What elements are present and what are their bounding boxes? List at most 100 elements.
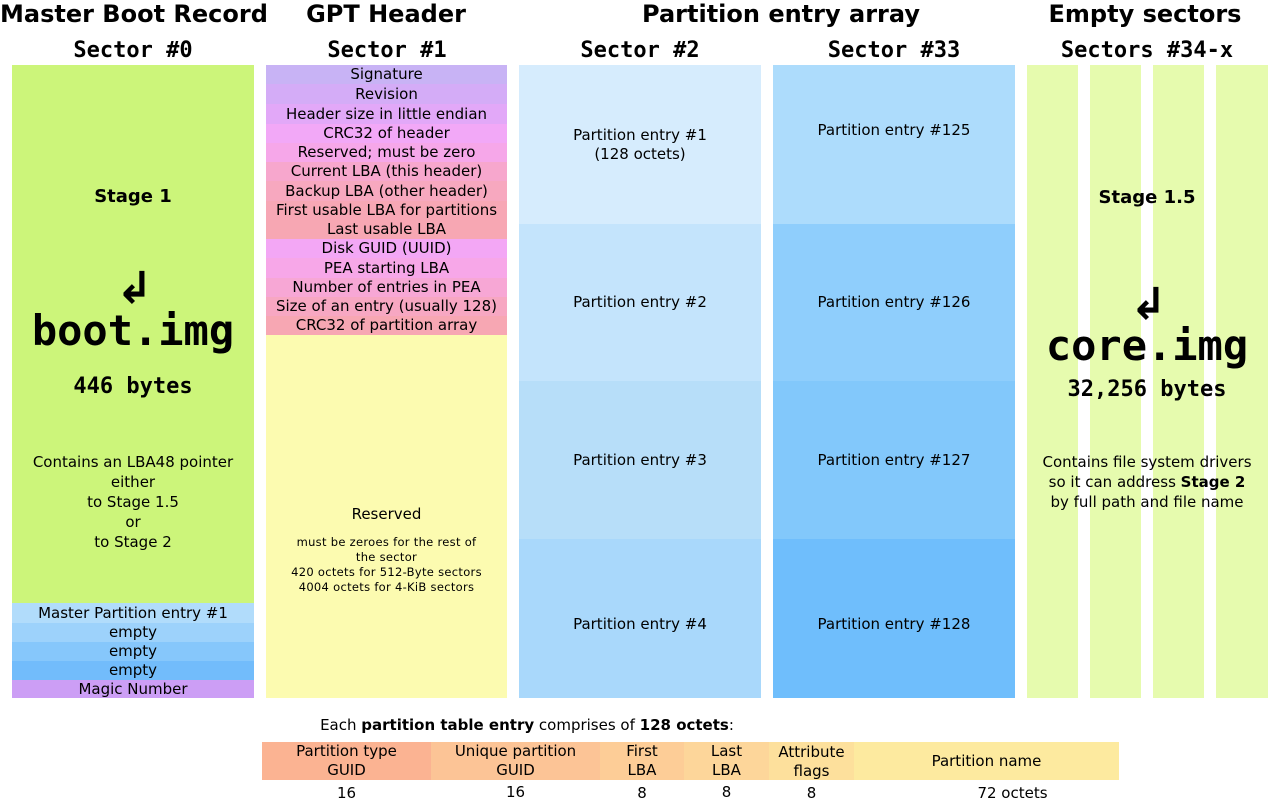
field-size-first-lba: 8 — [637, 784, 647, 802]
mbr-desc-line: to Stage 2 — [94, 533, 172, 551]
core-desc-line: Contains file system drivers — [1042, 453, 1252, 471]
curved-arrow-icon: ↲ — [1130, 279, 1167, 330]
partition-entry-1-size: (128 octets) — [594, 144, 686, 163]
partition-entry-2: Partition entry #2 — [519, 224, 761, 381]
gpt-field-row: Current LBA (this header) — [266, 162, 507, 181]
gpt-reserved-title: Reserved — [351, 505, 422, 523]
header-partition-entry-array: Partition entry array — [642, 0, 920, 28]
field-label: Attribute — [778, 743, 845, 761]
header-gpt-header: GPT Header — [306, 0, 466, 28]
mbr-partition-entry-4: empty — [12, 661, 254, 680]
field-partition-type-guid: Partition type GUID — [262, 742, 431, 780]
gpt-reserved-notes: must be zeroes for the rest of the secto… — [266, 535, 507, 595]
gpt-field-row: Backup LBA (other header) — [266, 181, 507, 201]
field-attribute-flags: Attribute flags — [769, 742, 854, 780]
pea-sector-2: Partition entry #1 (128 octets) Partitio… — [519, 65, 761, 698]
caption-text: : — [728, 716, 734, 734]
mbr-partition-entry-3: empty — [12, 642, 254, 661]
mbr-stage-label: Stage 1 — [94, 186, 172, 207]
field-label: Unique partition — [454, 742, 577, 760]
sectors-34-x-label: Sectors #34-x — [1060, 38, 1234, 63]
curved-arrow-icon: ↲ — [116, 263, 153, 314]
partition-entry-4: Partition entry #4 — [519, 539, 761, 698]
partition-entry-126: Partition entry #126 — [773, 224, 1015, 381]
mbr-stage1-area: Stage 1 ↲ boot.img 446 bytes Contains an… — [12, 65, 254, 603]
gpt-field-row: CRC32 of partition array — [266, 316, 507, 335]
field-partition-name: Partition name — [854, 742, 1119, 780]
gpt-field-row: Reserved; must be zero — [266, 143, 507, 162]
partition-entry-127: Partition entry #127 — [773, 381, 1015, 539]
mbr-magic-number: Magic Number — [12, 680, 254, 698]
core-img-description: Contains file system drivers so it can a… — [1022, 452, 1272, 512]
field-label: Partition name — [931, 751, 1042, 770]
pea-sector-33: Partition entry #125 Partition entry #12… — [773, 65, 1015, 698]
field-label: LBA — [712, 761, 741, 779]
partition-entry-caption: Each partition table entry comprises of … — [262, 716, 792, 734]
gpt-field-row: PEA starting LBA — [266, 258, 507, 278]
partition-entry-128: Partition entry #128 — [773, 539, 1015, 698]
gpt-field-row: Size of an entry (usually 128) — [266, 297, 507, 316]
gpt-reserved-note: 420 octets for 512-Byte sectors — [291, 565, 482, 579]
core-img-label: core.img — [1045, 321, 1249, 370]
gpt-field-row: Number of entries in PEA — [266, 278, 507, 297]
gpt-header-sector: Signature Revision Header size in little e… — [266, 65, 507, 698]
caption-text: comprises of — [534, 716, 640, 734]
empty-sector-strip — [1027, 65, 1078, 698]
gpt-field-row: First usable LBA for partitions — [266, 201, 507, 220]
stage-1-5-overlay: Stage 1.5 ↲ core.img 32,256 bytes Contai… — [1022, 65, 1272, 698]
gpt-field-row: Revision — [266, 84, 507, 104]
gpt-field-row: Signature — [266, 65, 507, 84]
header-master-boot-record: Master Boot Record — [0, 0, 268, 28]
core-desc-line: by full path and file name — [1050, 493, 1244, 511]
field-label: flags — [793, 762, 830, 780]
gpt-field-row: Header size in little endian — [266, 104, 507, 124]
partition-entry-1-label: Partition entry #1 — [573, 125, 707, 144]
field-size-partition-name: 72 octets — [977, 784, 1048, 802]
mbr-desc-line: or — [125, 513, 141, 531]
gpt-reserved-note: must be zeroes for the rest of — [296, 535, 477, 549]
header-empty-sectors: Empty sectors — [1048, 0, 1242, 28]
field-size-partition-type-guid: 16 — [336, 784, 357, 802]
core-desc-stage2: Stage 2 — [1180, 473, 1246, 491]
empty-sector-strip — [1153, 65, 1204, 698]
core-desc-text: so it can address — [1048, 473, 1181, 491]
core-desc-line: so it can address Stage 2 — [1022, 472, 1272, 492]
boot-img-label: boot.img — [31, 306, 235, 355]
mbr-partition-entry-1: Master Partition entry #1 — [12, 603, 254, 623]
partition-entry-1: Partition entry #1 (128 octets) — [519, 65, 761, 224]
sector-2-label: Sector #2 — [580, 38, 700, 63]
boot-img-size: 446 bytes — [73, 374, 193, 399]
empty-sector-strip — [1090, 65, 1141, 698]
sector-33-label: Sector #33 — [827, 38, 961, 63]
field-first-lba: First LBA — [600, 742, 684, 780]
empty-sector-strip — [1216, 65, 1268, 698]
field-size-last-lba: 8 — [721, 783, 732, 801]
gpt-field-row: Last usable LBA — [266, 220, 507, 239]
field-label: Last — [710, 742, 743, 760]
core-img-size: 32,256 bytes — [1067, 377, 1227, 402]
field-label: First — [626, 742, 658, 760]
mbr-desc-line: to Stage 1.5 — [87, 493, 179, 511]
mbr-partition-entry-2: empty — [12, 623, 254, 642]
mbr-desc-line: Contains an LBA48 pointer — [32, 453, 234, 471]
caption-bold: 128 octets — [639, 716, 729, 734]
field-label: Partition type — [296, 742, 397, 760]
stage-1-5-label: Stage 1.5 — [1098, 187, 1196, 208]
field-label: LBA — [627, 761, 657, 779]
field-last-lba: Last LBA — [684, 742, 769, 780]
sector-1-label: Sector #1 — [327, 38, 447, 63]
gpt-reserved-area: Reserved must be zeroes for the rest of … — [266, 505, 507, 595]
gpt-reserved-note: the sector — [355, 550, 418, 564]
caption-text: Each — [320, 716, 362, 734]
caption-bold: partition table entry — [361, 716, 535, 734]
field-label: GUID — [496, 761, 535, 779]
mbr-desc-line: either — [110, 473, 156, 491]
field-label: GUID — [327, 761, 366, 779]
field-unique-partition-guid: Unique partition GUID — [431, 742, 600, 780]
partition-entry-3: Partition entry #3 — [519, 381, 761, 539]
mbr-description: Contains an LBA48 pointer either to Stag… — [12, 452, 254, 552]
field-size-unique-partition-guid: 16 — [505, 783, 526, 801]
field-size-attribute-flags: 8 — [806, 784, 817, 802]
gpt-reserved-note: 4004 octets for 4-KiB sectors — [298, 580, 475, 594]
mbr-sector: Stage 1 ↲ boot.img 446 bytes Contains an… — [12, 65, 254, 698]
